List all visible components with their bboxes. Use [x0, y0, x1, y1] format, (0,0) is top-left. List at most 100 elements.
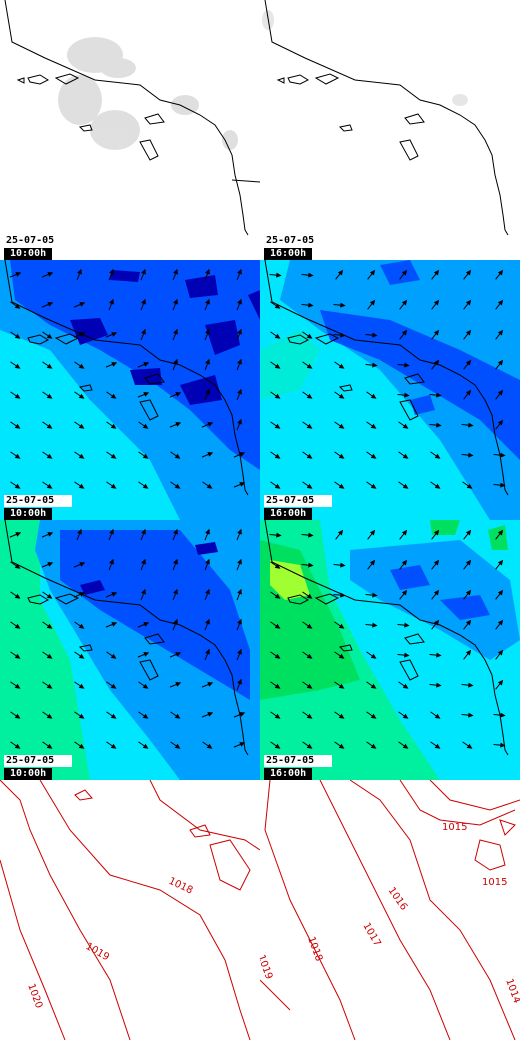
wind-arrow-head — [436, 652, 442, 658]
wind-arrow-head — [173, 588, 178, 595]
wind-arrow-head — [274, 653, 281, 659]
wind-arrow-head — [47, 302, 54, 307]
wind-arrow-head — [274, 303, 281, 309]
date-label: 25-07-05 — [4, 755, 72, 767]
wind-arrow-head — [46, 683, 53, 689]
cloud-panel-am: 25-07-05 10:00h — [0, 0, 260, 260]
wind-arrow-head — [205, 268, 210, 275]
wind-arrow-head — [14, 563, 21, 569]
wind-arrow-head — [173, 268, 178, 275]
wind-arrow-head — [77, 268, 82, 275]
wind-arrow-head — [306, 423, 313, 429]
wind-arrow-head — [468, 682, 474, 688]
wind-arrow-head — [436, 682, 442, 688]
wind-arrow-head — [434, 453, 441, 459]
wind-arrow-head — [433, 619, 440, 626]
wind-arrow-head — [404, 392, 410, 398]
wind-arrow-head — [173, 528, 178, 535]
wind-arrow-head — [497, 589, 504, 596]
wind-arrow-head — [237, 358, 242, 365]
wind-arrow-head — [77, 528, 82, 535]
wind-arrow-head — [109, 528, 114, 535]
wind-arrow-head — [338, 623, 345, 629]
wind-arrow-head — [401, 589, 408, 596]
wind-arrow-head — [372, 362, 378, 368]
wind-arrow-head — [239, 452, 246, 457]
wind-arrow-head — [141, 528, 146, 535]
wind-arrow-head — [436, 392, 442, 398]
wind-arrow-head — [433, 559, 440, 566]
wind-arrow-head — [401, 559, 408, 566]
wind-arrow-head — [111, 362, 118, 367]
wind-arrow-head — [142, 713, 149, 719]
wind-arrow-head — [142, 453, 149, 459]
wind-arrow-head — [46, 453, 53, 459]
wind-arrow-head — [433, 299, 440, 306]
wind-arrow-head — [338, 683, 345, 689]
wind-arrow-head — [141, 328, 146, 335]
wind-arrow-head — [141, 558, 146, 565]
wind-arrow-head — [465, 589, 472, 596]
wind-arrow-head — [239, 482, 246, 487]
wind-arrow-head — [173, 618, 178, 625]
wind-arrow-head — [500, 482, 506, 488]
pressure-panel-pm: 1015 1015 1016 1017 1018 1019 1014 — [260, 780, 520, 1040]
wind-arrow-head — [175, 422, 182, 427]
wind-arrow-head — [46, 743, 53, 749]
wind-arrow-head — [497, 389, 504, 396]
wind-arrow-head — [434, 713, 441, 719]
wind-panel-pm: 25-07-05 16:00h — [260, 260, 520, 520]
wind-arrow-head — [497, 559, 504, 566]
wind-arrow-head — [468, 452, 474, 458]
wind-arrow-head — [14, 653, 21, 659]
wind-arrow-head — [111, 592, 118, 597]
wind-arrow-head — [14, 453, 21, 459]
wind-arrow-head — [14, 683, 21, 689]
wind-arrow-head — [174, 453, 181, 459]
wind-arrow-head — [110, 683, 117, 689]
wind-arrow-head — [306, 333, 313, 339]
wind-arrow-head — [110, 483, 117, 489]
wind-arrow-head — [276, 272, 282, 278]
wind-arrow-head — [466, 743, 473, 749]
wind-arrow-head — [109, 558, 114, 565]
wind-arrow-head — [206, 483, 213, 489]
wind-arrow-head — [14, 303, 21, 309]
wind-arrow-head — [239, 742, 246, 747]
wind-arrow-head — [404, 652, 410, 658]
wind-arrow-head — [465, 329, 472, 336]
wind-arrow-head — [369, 269, 376, 276]
wind-arrow-head — [237, 328, 242, 335]
wind-arrow-head — [500, 452, 506, 458]
timestamp: 25-07-05 10:00h — [4, 495, 72, 520]
wind-arrow-head — [175, 682, 182, 687]
wind-arrow-head — [173, 358, 178, 365]
wind-arrow-head — [372, 592, 378, 598]
wind-arrow-head — [433, 589, 440, 596]
wind-arrow-head — [237, 528, 242, 535]
wind-arrow-head — [205, 358, 210, 365]
wind-arrow-head — [465, 619, 472, 626]
wind-arrow-head — [205, 558, 210, 565]
wind-arrow-head — [497, 419, 504, 426]
wind-arrow-head — [497, 529, 504, 536]
wind-arrow-head — [175, 392, 182, 397]
wind-arrow-head — [337, 269, 344, 276]
wind-arrow-head — [402, 743, 409, 749]
wind-arrow-head — [465, 269, 472, 276]
wind-arrow-head — [111, 622, 118, 627]
wind-arrow-head — [47, 562, 54, 567]
wind-arrow-head — [338, 393, 345, 399]
wind-arrow-head — [274, 743, 281, 749]
wind-arrow-head — [274, 453, 281, 459]
wind-arrow-head — [338, 743, 345, 749]
wind-arrow-head — [337, 529, 344, 536]
timestamp: 25-07-05 10:00h — [4, 755, 72, 780]
wind-arrow-head — [500, 742, 506, 748]
wind-arrow-head — [79, 592, 86, 597]
pressure-panel-am: 1018 1019 1020 — [0, 780, 260, 1040]
wind-arrow-head — [110, 393, 117, 399]
wind-arrow-head — [497, 649, 504, 656]
wind-arrow-head — [173, 328, 178, 335]
wind-arrow-head — [142, 423, 149, 429]
